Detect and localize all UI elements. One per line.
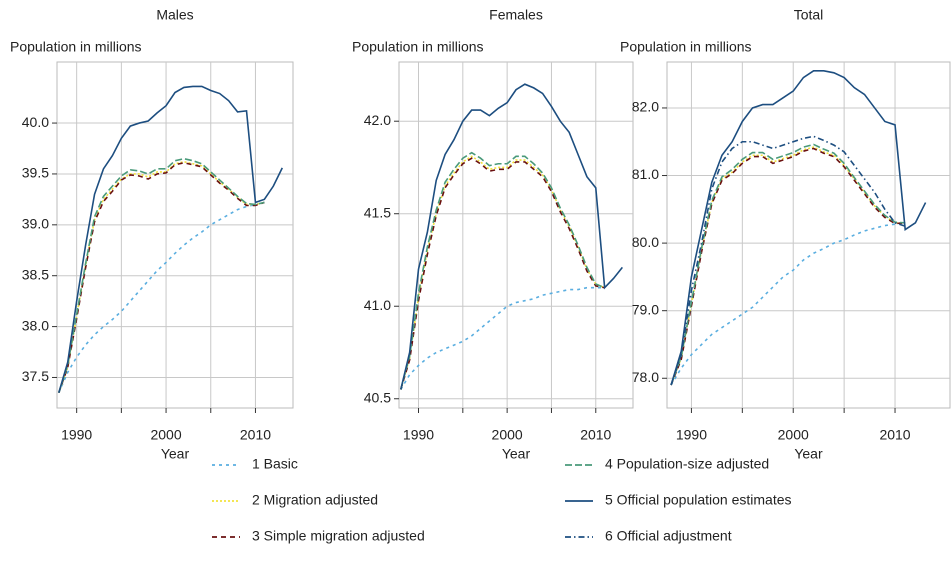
legend-label: 3 Simple migration adjusted: [252, 528, 425, 544]
y-tick-label: 37.5: [22, 368, 49, 384]
y-axis-label: Population in millions: [10, 39, 142, 55]
y-tick-label: 41.0: [364, 297, 391, 313]
x-tick-label: 2010: [580, 427, 611, 443]
panel-title: Males: [156, 7, 193, 23]
x-tick-label: 2010: [879, 427, 910, 443]
x-tick-label: 2000: [150, 427, 181, 443]
y-tick-label: 42.0: [364, 112, 391, 128]
y-tick-label: 39.5: [22, 165, 49, 181]
y-tick-label: 82.0: [632, 99, 659, 115]
x-tick-label: 2000: [778, 427, 809, 443]
x-tick-label: 2000: [492, 427, 523, 443]
series-line: [400, 286, 605, 390]
series-line: [670, 222, 906, 386]
legend-label: 1 Basic: [252, 456, 298, 472]
plot-frame: [666, 61, 951, 409]
series-line: [670, 147, 906, 386]
series-line: [58, 201, 265, 394]
y-tick-label: 39.0: [22, 216, 49, 232]
y-tick-label: 79.0: [632, 301, 659, 317]
x-tick-label: 2010: [240, 427, 271, 443]
x-axis-label: Year: [161, 446, 190, 462]
legend-label: 6 Official adjustment: [605, 528, 732, 544]
x-tick-label: 1990: [61, 427, 92, 443]
series-line: [670, 146, 906, 386]
series-line: [400, 155, 605, 390]
series-line: [399, 83, 623, 390]
legend-label: 5 Official population estimates: [605, 492, 792, 508]
y-tick-label: 80.0: [632, 234, 659, 250]
y-tick-label: 40.5: [364, 389, 391, 405]
y-axis-label: Population in millions: [352, 39, 484, 55]
series-line: [670, 69, 927, 386]
legend-label: 4 Population-size adjusted: [605, 456, 769, 472]
series-line: [670, 143, 906, 386]
x-axis-label: Year: [794, 446, 823, 462]
series-line: [670, 135, 906, 386]
x-tick-label: 1990: [676, 427, 707, 443]
plot-frame: [56, 61, 294, 409]
panel-title: Total: [794, 7, 824, 23]
x-axis-label: Year: [502, 446, 531, 462]
legend-label: 2 Migration adjusted: [252, 492, 378, 508]
panel-title: Females: [489, 7, 543, 23]
x-tick-label: 1990: [403, 427, 434, 443]
series-line: [58, 85, 283, 393]
y-tick-label: 38.0: [22, 317, 49, 333]
y-tick-label: 41.5: [364, 204, 391, 220]
plot-frame: [398, 61, 634, 409]
y-axis-label: Population in millions: [620, 39, 752, 55]
series-line: [58, 161, 265, 394]
y-tick-label: 81.0: [632, 166, 659, 182]
series-line: [58, 160, 265, 394]
series-line: [58, 157, 265, 393]
y-tick-label: 38.5: [22, 266, 49, 282]
y-tick-label: 78.0: [632, 369, 659, 385]
series-line: [400, 157, 605, 390]
series-line: [399, 151, 605, 390]
y-tick-label: 40.0: [22, 114, 49, 130]
